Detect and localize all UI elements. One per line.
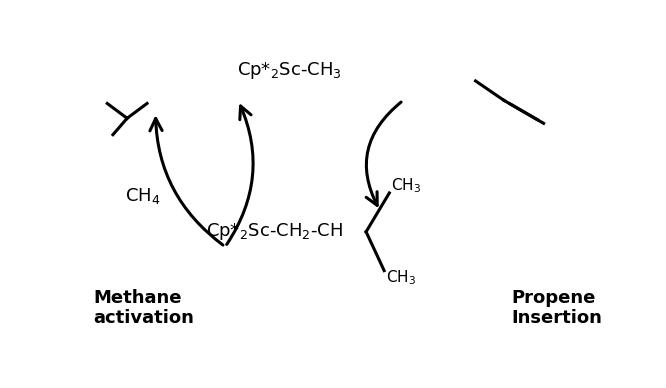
Text: CH$_4$: CH$_4$	[125, 186, 161, 206]
Text: CH$_3$: CH$_3$	[391, 176, 421, 195]
Text: Cp*$_2$Sc-CH$_2$-CH: Cp*$_2$Sc-CH$_2$-CH	[206, 221, 343, 242]
Text: Methane
activation: Methane activation	[93, 289, 194, 327]
Text: CH$_3$: CH$_3$	[386, 269, 416, 288]
Text: Propene
Insertion: Propene Insertion	[511, 289, 603, 327]
Text: Cp*$_2$Sc-CH$_3$: Cp*$_2$Sc-CH$_3$	[237, 60, 342, 81]
